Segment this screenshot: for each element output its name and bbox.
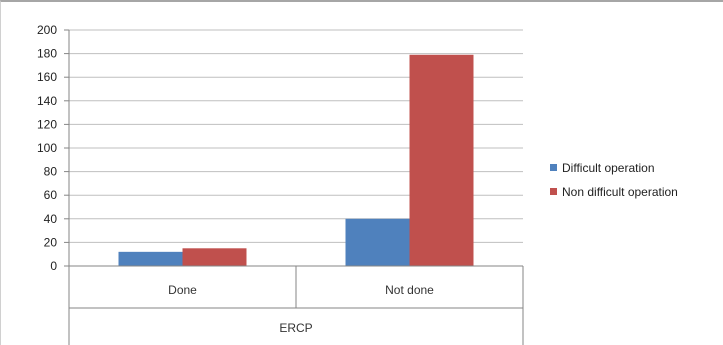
- group-label: ERCP: [279, 321, 312, 335]
- y-tick-label: 20: [44, 235, 58, 249]
- bar: [409, 54, 474, 266]
- bars: [118, 54, 474, 266]
- legend-label: Non difficult operation: [562, 185, 678, 199]
- legend-label: Difficult operation: [562, 161, 655, 175]
- category-label: Done: [168, 283, 197, 297]
- bar: [345, 218, 410, 266]
- y-tick-label: 0: [50, 259, 57, 273]
- y-tick-label: 100: [37, 141, 57, 155]
- legend: Difficult operation Non difficult operati…: [550, 161, 678, 199]
- y-axis-ticks: 0 20 40 60 80 100 120 140 160 180 200: [37, 23, 69, 273]
- y-tick-label: 160: [37, 70, 57, 84]
- axes: [68, 30, 524, 345]
- y-tick-label: 40: [44, 212, 58, 226]
- y-tick-label: 120: [37, 117, 57, 131]
- legend-swatch: [550, 188, 557, 195]
- bar: [118, 251, 183, 266]
- gridlines: [69, 29, 523, 243]
- y-tick-label: 60: [44, 188, 58, 202]
- y-tick-label: 200: [37, 23, 57, 37]
- y-tick-label: 80: [44, 165, 58, 179]
- y-tick-label: 140: [37, 94, 57, 108]
- category-labels: Done Not done ERCP: [168, 283, 434, 335]
- category-label: Not done: [385, 283, 434, 297]
- bar: [182, 248, 247, 266]
- legend-swatch: [550, 164, 557, 171]
- y-tick-label: 180: [37, 47, 57, 61]
